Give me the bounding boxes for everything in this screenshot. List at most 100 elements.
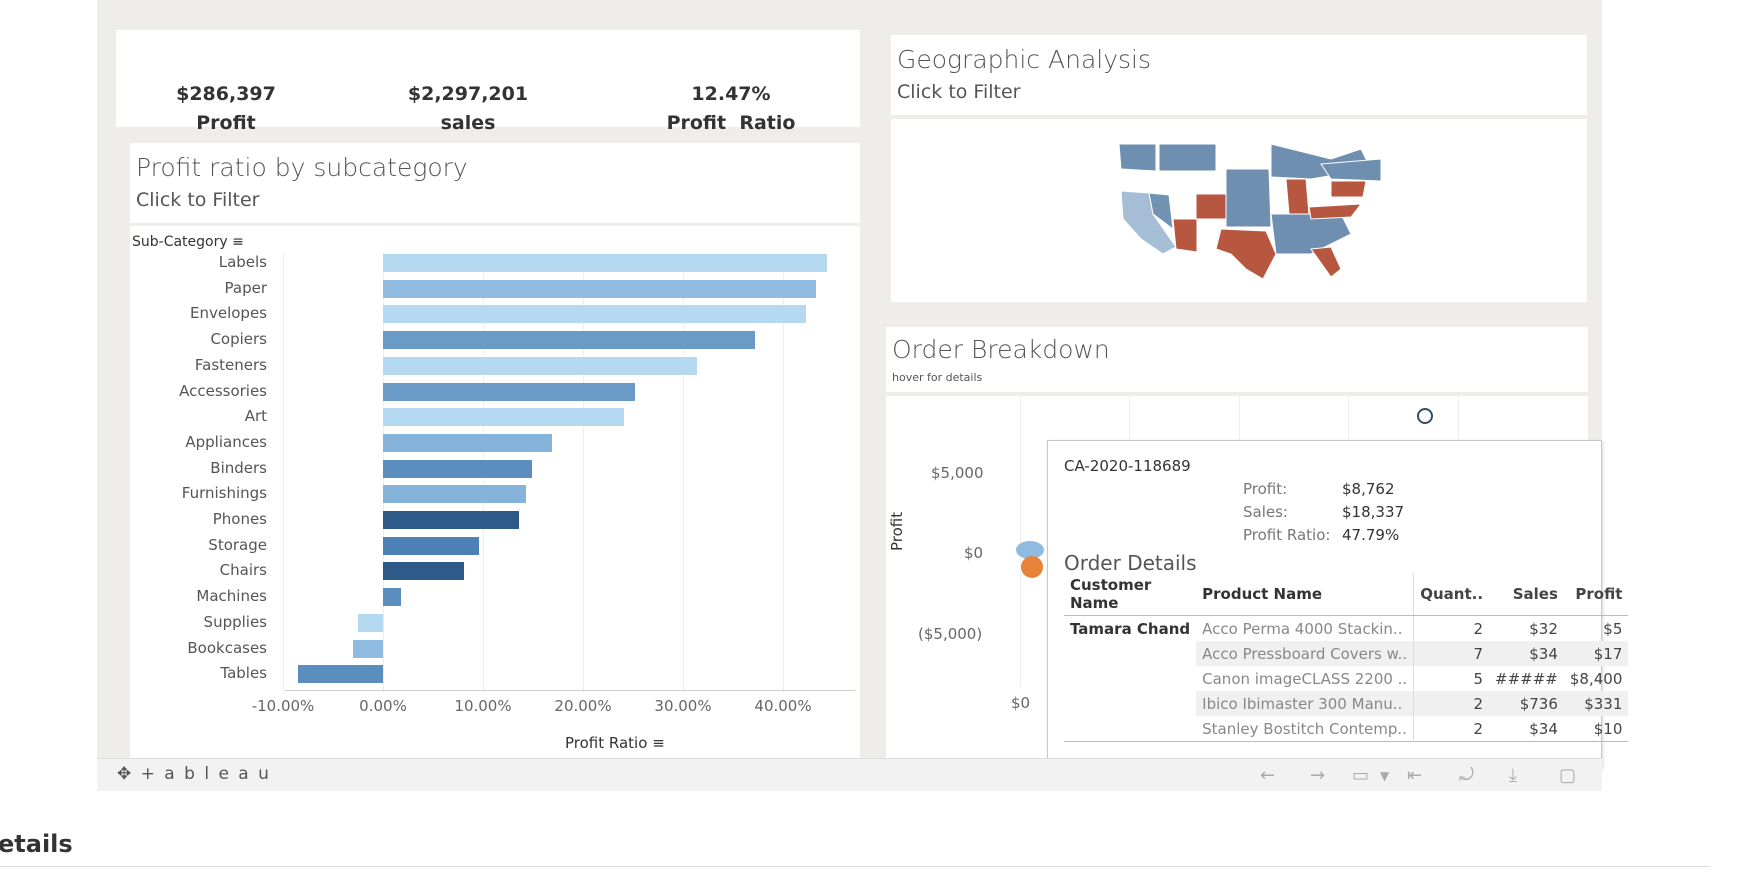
redo-icon[interactable]: → (1310, 765, 1326, 786)
x-tick-label: -10.00% (251, 697, 315, 715)
bar-bookcases[interactable] (353, 639, 383, 658)
share-icon[interactable]: ⤾ (1459, 765, 1474, 786)
x-tick: $0 (1011, 694, 1031, 712)
geo-map-panel (891, 119, 1587, 302)
bar-binders[interactable] (383, 459, 532, 478)
map-region-az[interactable] (1172, 218, 1198, 253)
bar-label-binders[interactable]: Binders (210, 458, 267, 477)
download-icon[interactable]: ⤓ (1509, 765, 1517, 786)
revert-icon[interactable]: ▭ (1352, 765, 1370, 786)
bar-label-storage[interactable]: Storage (208, 535, 267, 554)
bar-label-chairs[interactable]: Chairs (219, 561, 267, 580)
scatter-cluster-blue[interactable] (1016, 541, 1044, 559)
x-tick-label: 30.00% (654, 697, 712, 715)
bar-title: Profit ratio by subcategory (136, 153, 468, 182)
y-tick-2: $0 (964, 544, 984, 562)
x-tick-label: 0.00% (359, 697, 407, 715)
bar-label-bookcases[interactable]: Bookcases (187, 638, 267, 657)
bar-machines[interactable] (383, 588, 401, 607)
bar-label-machines[interactable]: Machines (196, 587, 267, 606)
map-region-nw[interactable] (1118, 143, 1157, 172)
table-row: Ibico Ibimaster 300 Manu.. 2 $736 $331 (1064, 691, 1629, 716)
table-row: Tamara Chand Acco Perma 4000 Stackin.. 2… (1064, 615, 1628, 641)
map-region-south[interactable] (1270, 213, 1352, 255)
reset-icon[interactable]: ⇤ (1407, 765, 1423, 786)
bar-accessories[interactable] (383, 382, 635, 401)
header-quantity: Quant.. (1413, 573, 1490, 616)
bar-label-paper[interactable]: Paper (224, 278, 267, 297)
bar-label-phones[interactable]: Phones (212, 510, 267, 528)
tableau-logo[interactable]: ✥ + a b l e a u (117, 764, 271, 784)
quantity: 7 (1413, 641, 1490, 666)
product-name: Canon imageCLASS 2200 .. (1196, 666, 1415, 691)
bar-label-copiers[interactable]: Copiers (210, 330, 267, 349)
tooltip-ratio: 47.79% (1342, 526, 1400, 544)
customer-name: Tamara Chand (1070, 619, 1191, 638)
bar-copiers[interactable] (383, 331, 755, 350)
order-title-panel: Order Breakdown hover for details (886, 327, 1588, 392)
map-region-mt[interactable] (1158, 143, 1217, 172)
order-tooltip: CA-2020-118689 Profit: $8,762 Sales: $18… (1047, 440, 1629, 769)
kpi-sales: $2,297,201 sales (358, 80, 578, 138)
x-tick-label: 40.00% (754, 697, 812, 715)
sort-icon[interactable]: ≡ (232, 234, 244, 250)
sub-category-header[interactable]: Sub-Category ≡ (132, 234, 244, 250)
bar-tables[interactable] (298, 665, 383, 684)
undo-icon[interactable]: ← (1260, 765, 1276, 786)
map-region-fl[interactable] (1310, 246, 1342, 278)
y-tick-3: ($5,000) (918, 625, 983, 643)
bar-label-fasteners[interactable]: Fasteners (194, 355, 267, 374)
map-region-tx[interactable] (1215, 228, 1277, 280)
bar-supplies[interactable] (358, 613, 383, 632)
hovered-point[interactable] (1417, 408, 1433, 424)
kpi-ratio: 12.47% Profit Ratio (621, 80, 841, 138)
bar-label-furnishings[interactable]: Furnishings (181, 484, 267, 503)
tooltip-profit: $8,762 (1342, 480, 1395, 498)
scatter-cluster-orange[interactable] (1021, 556, 1043, 578)
us-map[interactable] (891, 119, 1587, 302)
bar-label-appliances[interactable]: Appliances (185, 432, 267, 451)
bar-furnishings[interactable] (383, 485, 526, 504)
bar-label-art[interactable]: Art (244, 407, 267, 426)
kpi-profit-label: Profit (196, 112, 256, 134)
bar-label-accessories[interactable]: Accessories (179, 381, 267, 400)
map-region-nv[interactable] (1148, 192, 1174, 231)
x-axis-sort-icon[interactable]: ≡ (652, 734, 665, 752)
map-region-nc[interactable] (1308, 203, 1363, 220)
bar-storage[interactable] (383, 536, 479, 555)
revert-dropdown-icon[interactable]: ▼ (1380, 769, 1390, 783)
bar-fasteners[interactable] (383, 356, 697, 375)
bar-chairs[interactable] (383, 562, 464, 581)
map-region-mid[interactable] (1225, 168, 1272, 228)
geo-title: Geographic Analysis (897, 45, 1152, 74)
bar-label-labels[interactable]: Labels (218, 253, 267, 271)
bar-phones[interactable] (383, 511, 519, 529)
map-region-east[interactable] (1320, 158, 1382, 182)
map-region-pa[interactable] (1330, 180, 1367, 198)
bar-label-tables[interactable]: Tables (220, 664, 267, 683)
bar-art[interactable] (383, 408, 624, 427)
kpi-sales-label: sales (440, 112, 496, 134)
bar-labels[interactable] (383, 254, 827, 272)
bar-appliances[interactable] (383, 433, 552, 452)
map-region-co[interactable] (1195, 193, 1227, 220)
geo-subtitle[interactable]: Click to Filter (897, 81, 1021, 103)
tableau-toolbar: ✥ + a b l e a u ← → ▭ ▼ ⇤ ⤾ ⤓ ▢ (97, 758, 1602, 791)
table-row: Acco Pressboard Covers w.. 7 $34 $17 (1064, 641, 1629, 666)
header-profit: Profit (1563, 573, 1629, 616)
tableau-mark-icon: ✥ (117, 764, 134, 784)
bar-label-envelopes[interactable]: Envelopes (190, 304, 267, 323)
geo-title-panel: Geographic Analysis Click to Filter (891, 35, 1587, 115)
bar-label-supplies[interactable]: Supplies (203, 612, 267, 631)
fullscreen-icon[interactable]: ▢ (1559, 765, 1577, 786)
bar-paper[interactable] (383, 279, 816, 298)
sales: ##### (1495, 669, 1558, 688)
map-region-oh[interactable] (1285, 178, 1310, 215)
bar-envelopes[interactable] (383, 305, 806, 324)
order-details-title: Order Details (1064, 551, 1197, 575)
x-gridline (583, 253, 584, 693)
bar-subtitle[interactable]: Click to Filter (136, 189, 260, 211)
tooltip-profit-label: Profit: (1243, 480, 1288, 498)
sales: $34 (1529, 719, 1558, 738)
sales: $736 (1489, 691, 1564, 716)
